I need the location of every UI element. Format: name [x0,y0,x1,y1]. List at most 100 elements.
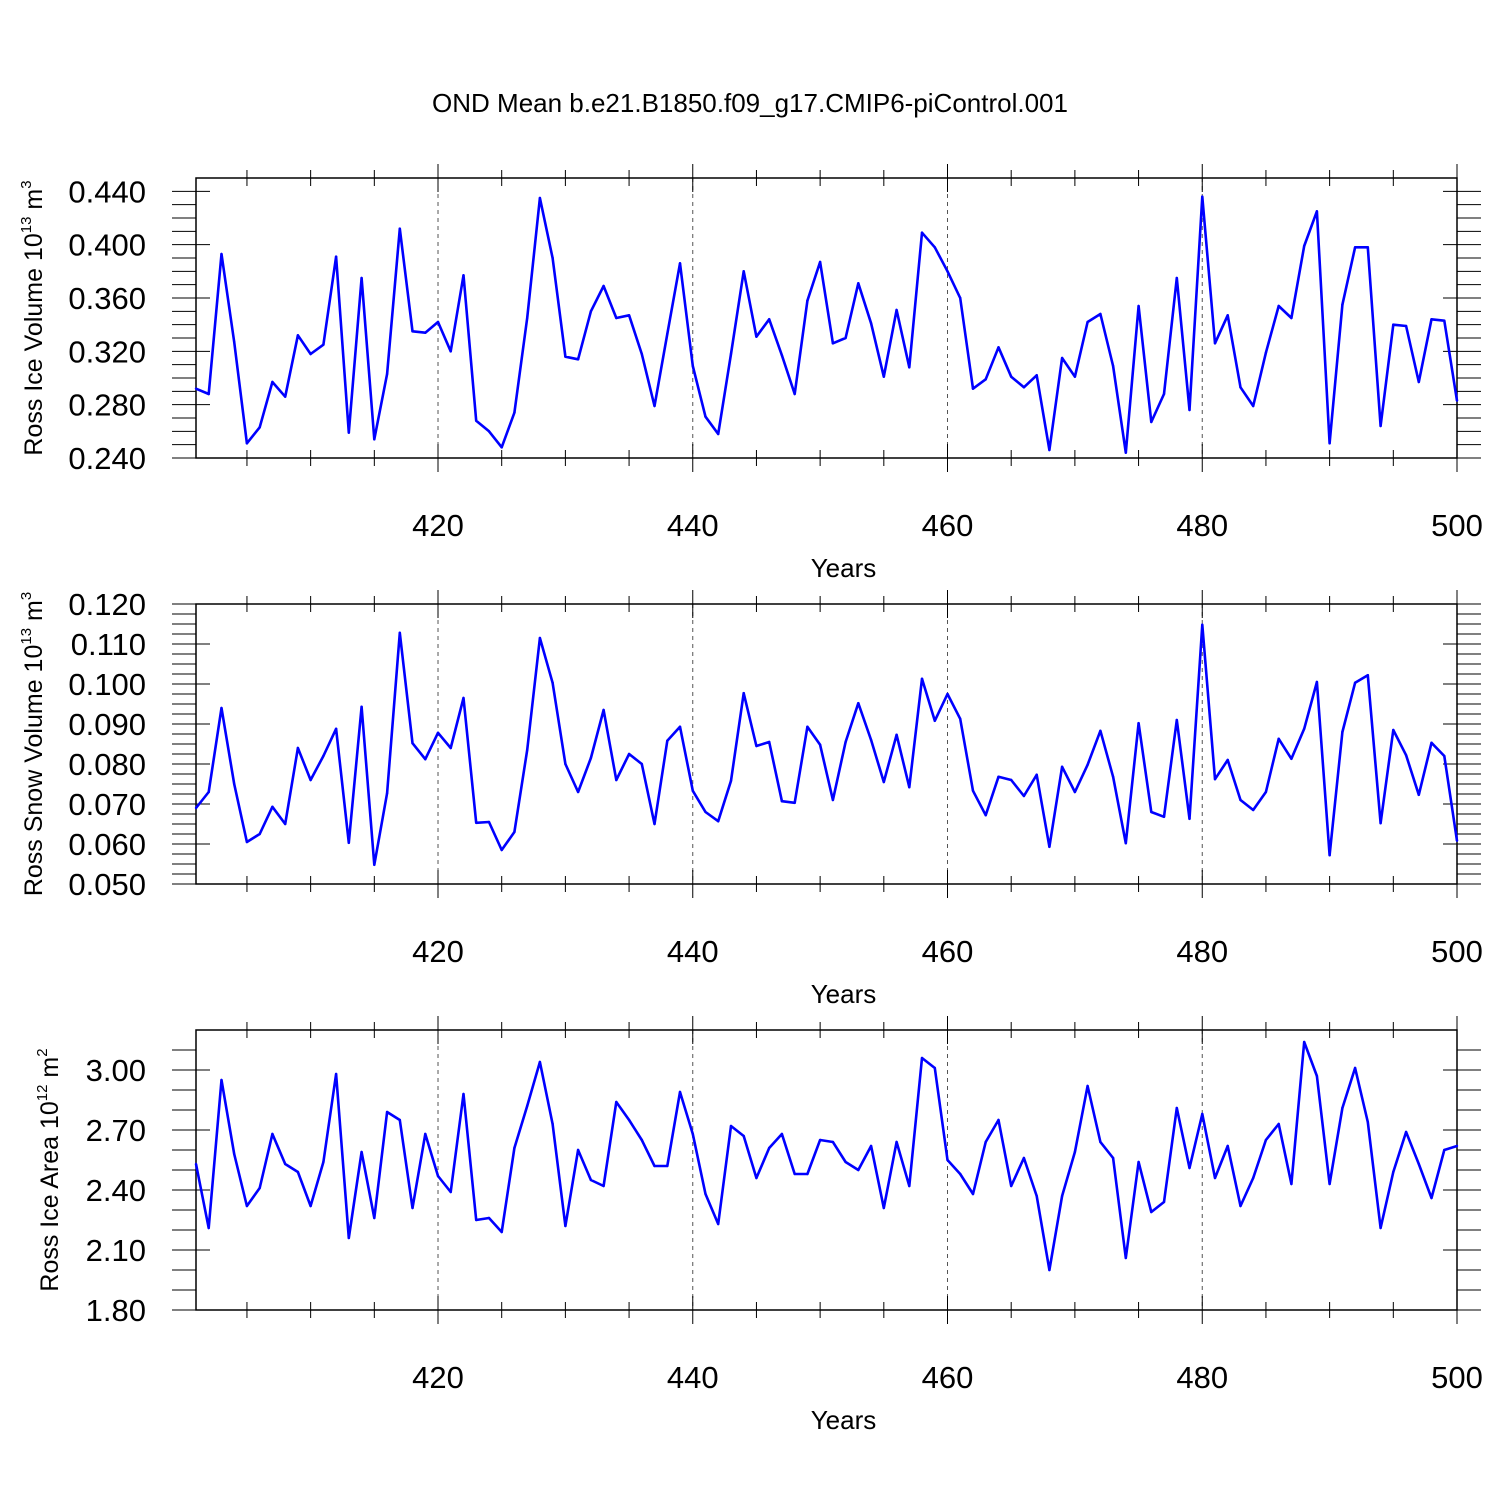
panel-ice-area-data-point [831,1140,835,1144]
panel-snow-volume-data-point [1430,741,1433,744]
panel-snow-volume-data-point [717,820,720,823]
panel-snow-volume-data-point [551,681,554,684]
panel-ice-area-data-point [678,1090,682,1094]
panel-snow-volume-data-point [220,706,223,710]
panel-ice-volume-data-point [1073,375,1077,378]
panel-ice-area-data-point [589,1178,593,1182]
panel-snow-volume-data-point [1137,722,1140,725]
panel-snow-volume-data-point [347,841,351,844]
panel-ice-area-data-point [207,1226,210,1230]
panel-ice-area-y-label-unit-exp: 12 [34,1085,51,1102]
panel-ice-volume-y-tick-label: 0.440 [68,174,146,209]
panel-ice-volume-data-point [831,342,835,345]
panel-snow-volume-data-point [1302,727,1306,730]
panel-snow-volume-data-point [1226,758,1229,762]
panel-ice-volume-data-point [258,426,261,429]
panel-ice-volume-data-point [844,336,847,340]
panel-ice-volume-data-point [398,227,401,230]
panel-snow-volume-data-point [1162,815,1166,818]
panel-ice-area-data-point [283,1162,287,1166]
panel-ice-volume-data-point [627,314,631,317]
panel-snow-volume-data-point [1328,854,1331,857]
panel-ice-area-data-point [360,1150,363,1154]
panel-ice-volume-data-point [755,335,758,338]
panel-ice-area-data-point [1443,1148,1446,1152]
panel-ice-area-data-point [1353,1066,1357,1070]
panel-ice-volume-data-point [513,411,516,414]
panel-snow-volume-data-point [946,692,949,696]
panel-snow-volume-data-point [755,744,758,748]
panel-ice-volume-data-point [411,330,414,333]
panel-ice-volume-data-point [729,352,733,356]
panel-snow-volume-data-point [1060,765,1064,768]
panel-snow-volume-data-point [436,731,440,734]
panel-snow-volume-data-point [1150,810,1153,814]
panel-ice-area-x-tick-label: 420 [412,1360,464,1395]
panel-ice-area-data-point [538,1060,542,1064]
panel-ice-volume-y-tick-label: 0.320 [68,334,146,369]
panel-ice-volume-data-point [1252,404,1255,408]
panel-snow-volume-data-point [666,739,669,742]
panel-ice-area-data-point [602,1184,605,1188]
panel-ice-area-y-tick-label: 2.40 [86,1173,146,1208]
panel-ice-volume-data-point [1417,380,1420,384]
panel-ice-volume-y-tick-label: 0.280 [68,388,146,423]
panel-snow-volume-y-axis-label: Ross Snow Volume 1013 m3 [18,592,48,896]
panel-ice-area-data-point [411,1206,414,1210]
panel-ice-volume-data-point [1201,195,1204,198]
panel-ice-volume-data-point [462,274,465,277]
panel-ice-volume-data-point [1455,399,1459,402]
panel-ice-area-data-point [525,1104,529,1108]
panel-ice-area-data-point [666,1164,669,1168]
panel-ice-volume-y-label-name: Ross Ice Volume [20,261,48,456]
panel-snow-volume-data-point [742,692,745,695]
panel-ice-area-data-point [857,1168,860,1172]
panel-ice-area-data-point [245,1204,249,1208]
panel-ice-area-data-point [806,1172,809,1176]
panel-snow-volume-data-point [818,743,822,746]
panel-ice-area-data-point [780,1132,784,1136]
panel-ice-area-y-tick-label: 2.70 [86,1113,146,1148]
panel-snow-volume-data-point [844,740,847,744]
panel-ice-volume-data-point [1111,364,1115,368]
panel-ice-volume-data-point [818,260,822,264]
panel-ice-volume-data-point [1443,319,1446,322]
panel-snow-volume-data-point [1277,737,1280,740]
panel-snow-volume-data-point [1035,773,1038,776]
panel-ice-area-data-point [220,1078,223,1082]
panel-snow-volume-data-point [538,636,542,640]
panel-ice-volume-data-point [233,340,236,344]
panel-ice-volume-data-point [207,392,210,396]
panel-snow-volume-data-point [678,725,682,728]
panel-ice-volume-data-point [767,318,771,321]
panel-ice-volume-data-point [920,231,924,234]
panel-ice-volume-data-point [538,196,542,200]
panel-ice-area-data-point [564,1224,567,1228]
panel-ice-volume-data-point [780,354,784,357]
panel-ice-volume-data-point [653,404,656,408]
panel-ice-area-data-point [691,1132,694,1136]
panel-snow-volume-data-point [1048,845,1051,848]
panel-ice-volume-data-point [997,346,1000,349]
panel-ice-volume-data-point [933,246,936,249]
panel-ice-volume-data-point [424,331,427,334]
panel-ice-area-data-point [742,1134,745,1138]
panel-ice-area-y-label-unit-base: 10 [36,1101,64,1129]
panel-snow-volume-data-point [1086,763,1089,766]
panel-ice-area-data-point [1009,1184,1013,1188]
panel-ice-volume-data-point [1315,210,1319,213]
panel-ice-volume-data-point [1086,320,1089,324]
panel-ice-area-data-point [755,1176,758,1180]
panel-ice-volume-data-point [576,358,580,361]
panel-snow-volume-data-point [1341,730,1344,734]
panel-snow-volume-data-point [194,806,198,810]
panel-ice-area-data-point [436,1174,440,1178]
panel-ice-area-data-point [347,1236,351,1240]
panel-snow-volume-series-line [194,623,1459,867]
chart-title: OND Mean b.e21.B1850.f09_g17.CMIP6-piCon… [432,88,1068,118]
panel-snow-volume-data-point [882,780,886,784]
panel-snow-volume-data-point [334,727,338,730]
panel-snow-volume-y-tick-label: 0.110 [71,627,146,662]
panel-ice-volume-data-point [1264,351,1268,354]
panel-ice-area-data-point [615,1100,618,1104]
